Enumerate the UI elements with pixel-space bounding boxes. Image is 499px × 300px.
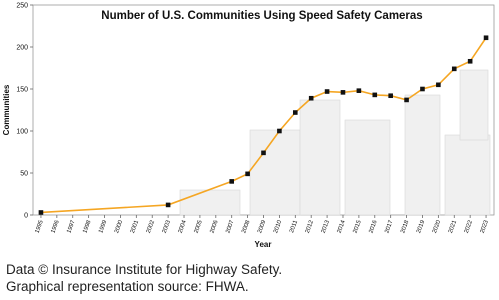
- y-tick-label: 100: [16, 129, 28, 136]
- data-point: [308, 95, 314, 101]
- x-tick-label: 2015: [353, 219, 363, 234]
- data-point: [372, 92, 378, 98]
- x-tick-label: 1997: [66, 219, 76, 234]
- x-tick-label: 1998: [82, 219, 92, 234]
- x-tick-label: 2014: [337, 219, 347, 234]
- data-point: [261, 150, 266, 156]
- source-note: Data © Insurance Institute for Highway S…: [6, 262, 283, 277]
- y-axis-label: Communities: [2, 84, 11, 135]
- x-tick-label: 2000: [114, 219, 124, 234]
- x-tick-label: 2006: [209, 219, 219, 234]
- x-tick-label: 2003: [162, 219, 172, 234]
- chart: Number of U.S. Communities Using Speed S…: [2, 3, 495, 249]
- x-tick-label: 2022: [464, 219, 474, 234]
- data-point: [229, 179, 235, 184]
- data-point: [165, 202, 171, 208]
- data-point: [451, 66, 457, 72]
- x-tick-label: 2005: [194, 219, 204, 234]
- x-tick-label: 2013: [321, 219, 331, 234]
- x-tick-label: 2007: [225, 219, 235, 234]
- x-tick-label: 2004: [178, 219, 188, 234]
- data-point: [324, 89, 330, 94]
- x-tick-label: 2008: [241, 219, 251, 234]
- data-point: [340, 90, 346, 95]
- data-point: [420, 86, 425, 92]
- data-point: [38, 210, 44, 215]
- source-note: Graphical representation source: FHWA.: [6, 279, 249, 294]
- x-tick-label: 2010: [273, 219, 283, 234]
- y-tick-label: 150: [16, 87, 28, 94]
- x-tick-label: 2002: [146, 219, 156, 234]
- x-tick-label: 2016: [368, 219, 378, 234]
- x-axis-label: Year: [255, 240, 272, 249]
- y-tick-label: 0: [24, 213, 28, 220]
- x-tick-label: 2001: [130, 219, 140, 234]
- background-illustration: [179, 69, 491, 216]
- x-tick-label: 2020: [432, 219, 442, 234]
- x-tick-label: 1996: [51, 219, 61, 234]
- data-point: [277, 128, 282, 134]
- x-tick-label: 2009: [257, 219, 267, 234]
- x-tick-label: 2012: [305, 219, 315, 234]
- x-tick-label: 2018: [400, 219, 410, 234]
- data-point: [245, 171, 250, 177]
- x-tick-label: 2019: [416, 219, 426, 234]
- y-tick-label: 50: [20, 171, 28, 178]
- data-point: [483, 35, 489, 41]
- data-point: [467, 58, 473, 64]
- y-tick-label: 200: [16, 45, 28, 52]
- data-point: [436, 82, 441, 88]
- x-tick-label: 1999: [98, 219, 108, 234]
- x-tick-label: 1995: [35, 219, 45, 234]
- data-point: [356, 88, 362, 93]
- data-point: [388, 93, 393, 99]
- data-point: [404, 97, 409, 103]
- x-tick-label: 2023: [480, 219, 490, 234]
- x-tick-label: 2021: [448, 219, 458, 234]
- y-tick-label: 250: [16, 3, 28, 10]
- x-tick-label: 2011: [289, 219, 299, 234]
- data-point: [292, 110, 298, 115]
- x-tick-label: 2017: [384, 219, 394, 234]
- chart-title: Number of U.S. Communities Using Speed S…: [101, 10, 422, 22]
